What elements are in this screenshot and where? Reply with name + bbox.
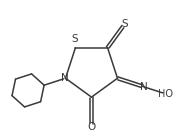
Text: HO: HO xyxy=(158,89,173,99)
Text: N: N xyxy=(140,82,148,92)
Text: S: S xyxy=(71,34,78,44)
Text: N: N xyxy=(61,73,69,83)
Text: S: S xyxy=(122,19,128,29)
Text: O: O xyxy=(87,122,96,132)
